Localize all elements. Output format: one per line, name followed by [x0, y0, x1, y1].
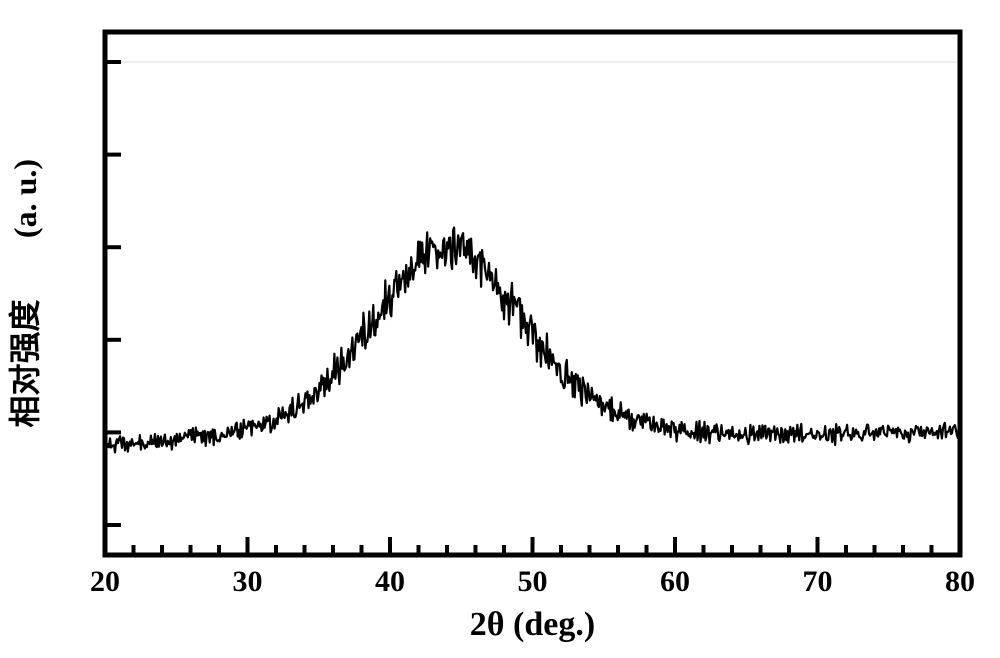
x-tick-label: 40 [375, 565, 405, 598]
plot-frame [105, 32, 960, 555]
y-axis-label-cn: 相对强度 [7, 299, 43, 427]
x-tick-label: 80 [945, 565, 975, 598]
x-tick-label: 30 [233, 565, 263, 598]
x-tick-label: 50 [518, 565, 548, 598]
x-tick-label: 20 [90, 565, 120, 598]
xrd-chart: 20 30 40 50 60 70 80 2θ (deg.) 相对强度 (a. u.) [0, 0, 1000, 658]
chart-svg: 20 30 40 50 60 70 80 2θ (deg.) 相对强度 (a. u.) [0, 0, 1000, 658]
y-axis-label-unit: (a. u.) [7, 159, 43, 238]
x-axis-label: 2θ (deg.) [470, 606, 595, 643]
x-tick-label: 70 [803, 565, 833, 598]
x-tick-label: 60 [660, 565, 690, 598]
y-axis-label-group: 相对强度 (a. u.) [7, 159, 43, 428]
